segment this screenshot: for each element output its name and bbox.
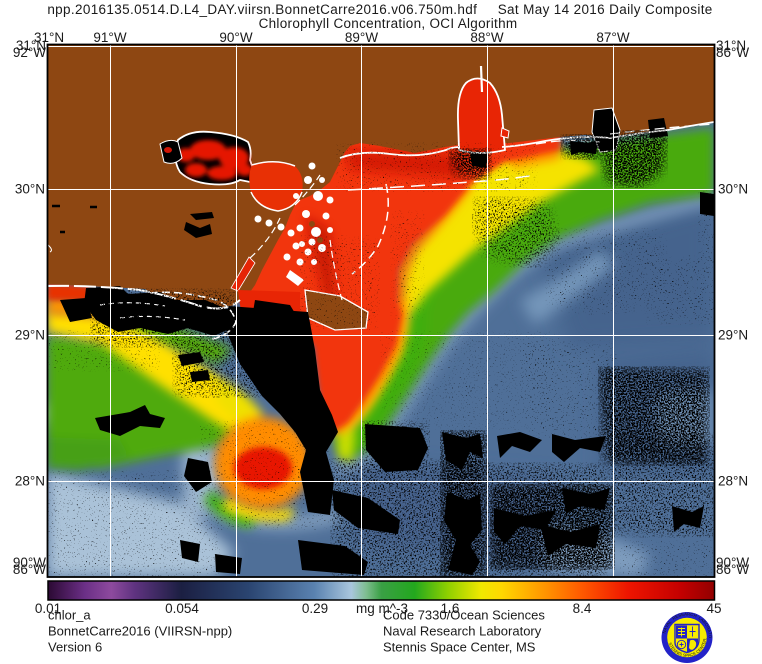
svg-text:91°W: 91°W [93,30,126,45]
svg-text:chlor_a: chlor_a [48,608,91,623]
svg-text:88°W: 88°W [470,30,503,45]
svg-text:npp.2016135.0514.D.L4_DAY.viir: npp.2016135.0514.D.L4_DAY.viirsn.BonnetC… [47,2,712,17]
svg-text:31°N: 31°N [34,30,64,45]
svg-text:Naval Research Laboratory: Naval Research Laboratory [383,624,542,639]
svg-text:Version 6: Version 6 [48,640,102,655]
svg-text:0.054: 0.054 [165,601,199,616]
svg-text:92°W: 92°W [13,45,46,60]
svg-text:31°N: 31°N [716,38,746,53]
svg-text:30°N: 30°N [718,182,748,197]
svg-text:30°N: 30°N [15,182,45,197]
svg-text:86°W: 86°W [13,562,46,577]
svg-text:31°N: 31°N [16,38,46,53]
svg-text:8.4: 8.4 [573,601,592,616]
svg-text:BonnetCarre2016 (VIIRSN-npp): BonnetCarre2016 (VIIRSN-npp) [48,624,232,639]
svg-text:29°N: 29°N [15,328,45,343]
svg-text:Chlorophyll Concentration, OCI: Chlorophyll Concentration, OCI Algorithm [259,16,518,31]
svg-text:0.29: 0.29 [302,601,328,616]
svg-text:45: 45 [706,601,721,616]
svg-text:87°W: 87°W [596,30,629,45]
svg-text:mg m^-3: mg m^-3 [356,601,408,616]
svg-text:89°W: 89°W [345,30,378,45]
svg-text:Code 7330/Ocean Sciences: Code 7330/Ocean Sciences [383,608,545,623]
svg-text:28°N: 28°N [718,474,748,489]
svg-text:0.01: 0.01 [35,601,61,616]
svg-text:29°N: 29°N [718,328,748,343]
svg-text:86°W: 86°W [716,562,749,577]
svg-text:90°W: 90°W [219,30,252,45]
svg-text:86°W: 86°W [716,45,749,60]
svg-text:Stennis Space Center, MS: Stennis Space Center, MS [383,640,536,655]
svg-text:1.6: 1.6 [441,601,460,616]
svg-text:90°W: 90°W [716,555,749,570]
svg-text:90°W: 90°W [13,555,46,570]
svg-text:28°N: 28°N [15,474,45,489]
